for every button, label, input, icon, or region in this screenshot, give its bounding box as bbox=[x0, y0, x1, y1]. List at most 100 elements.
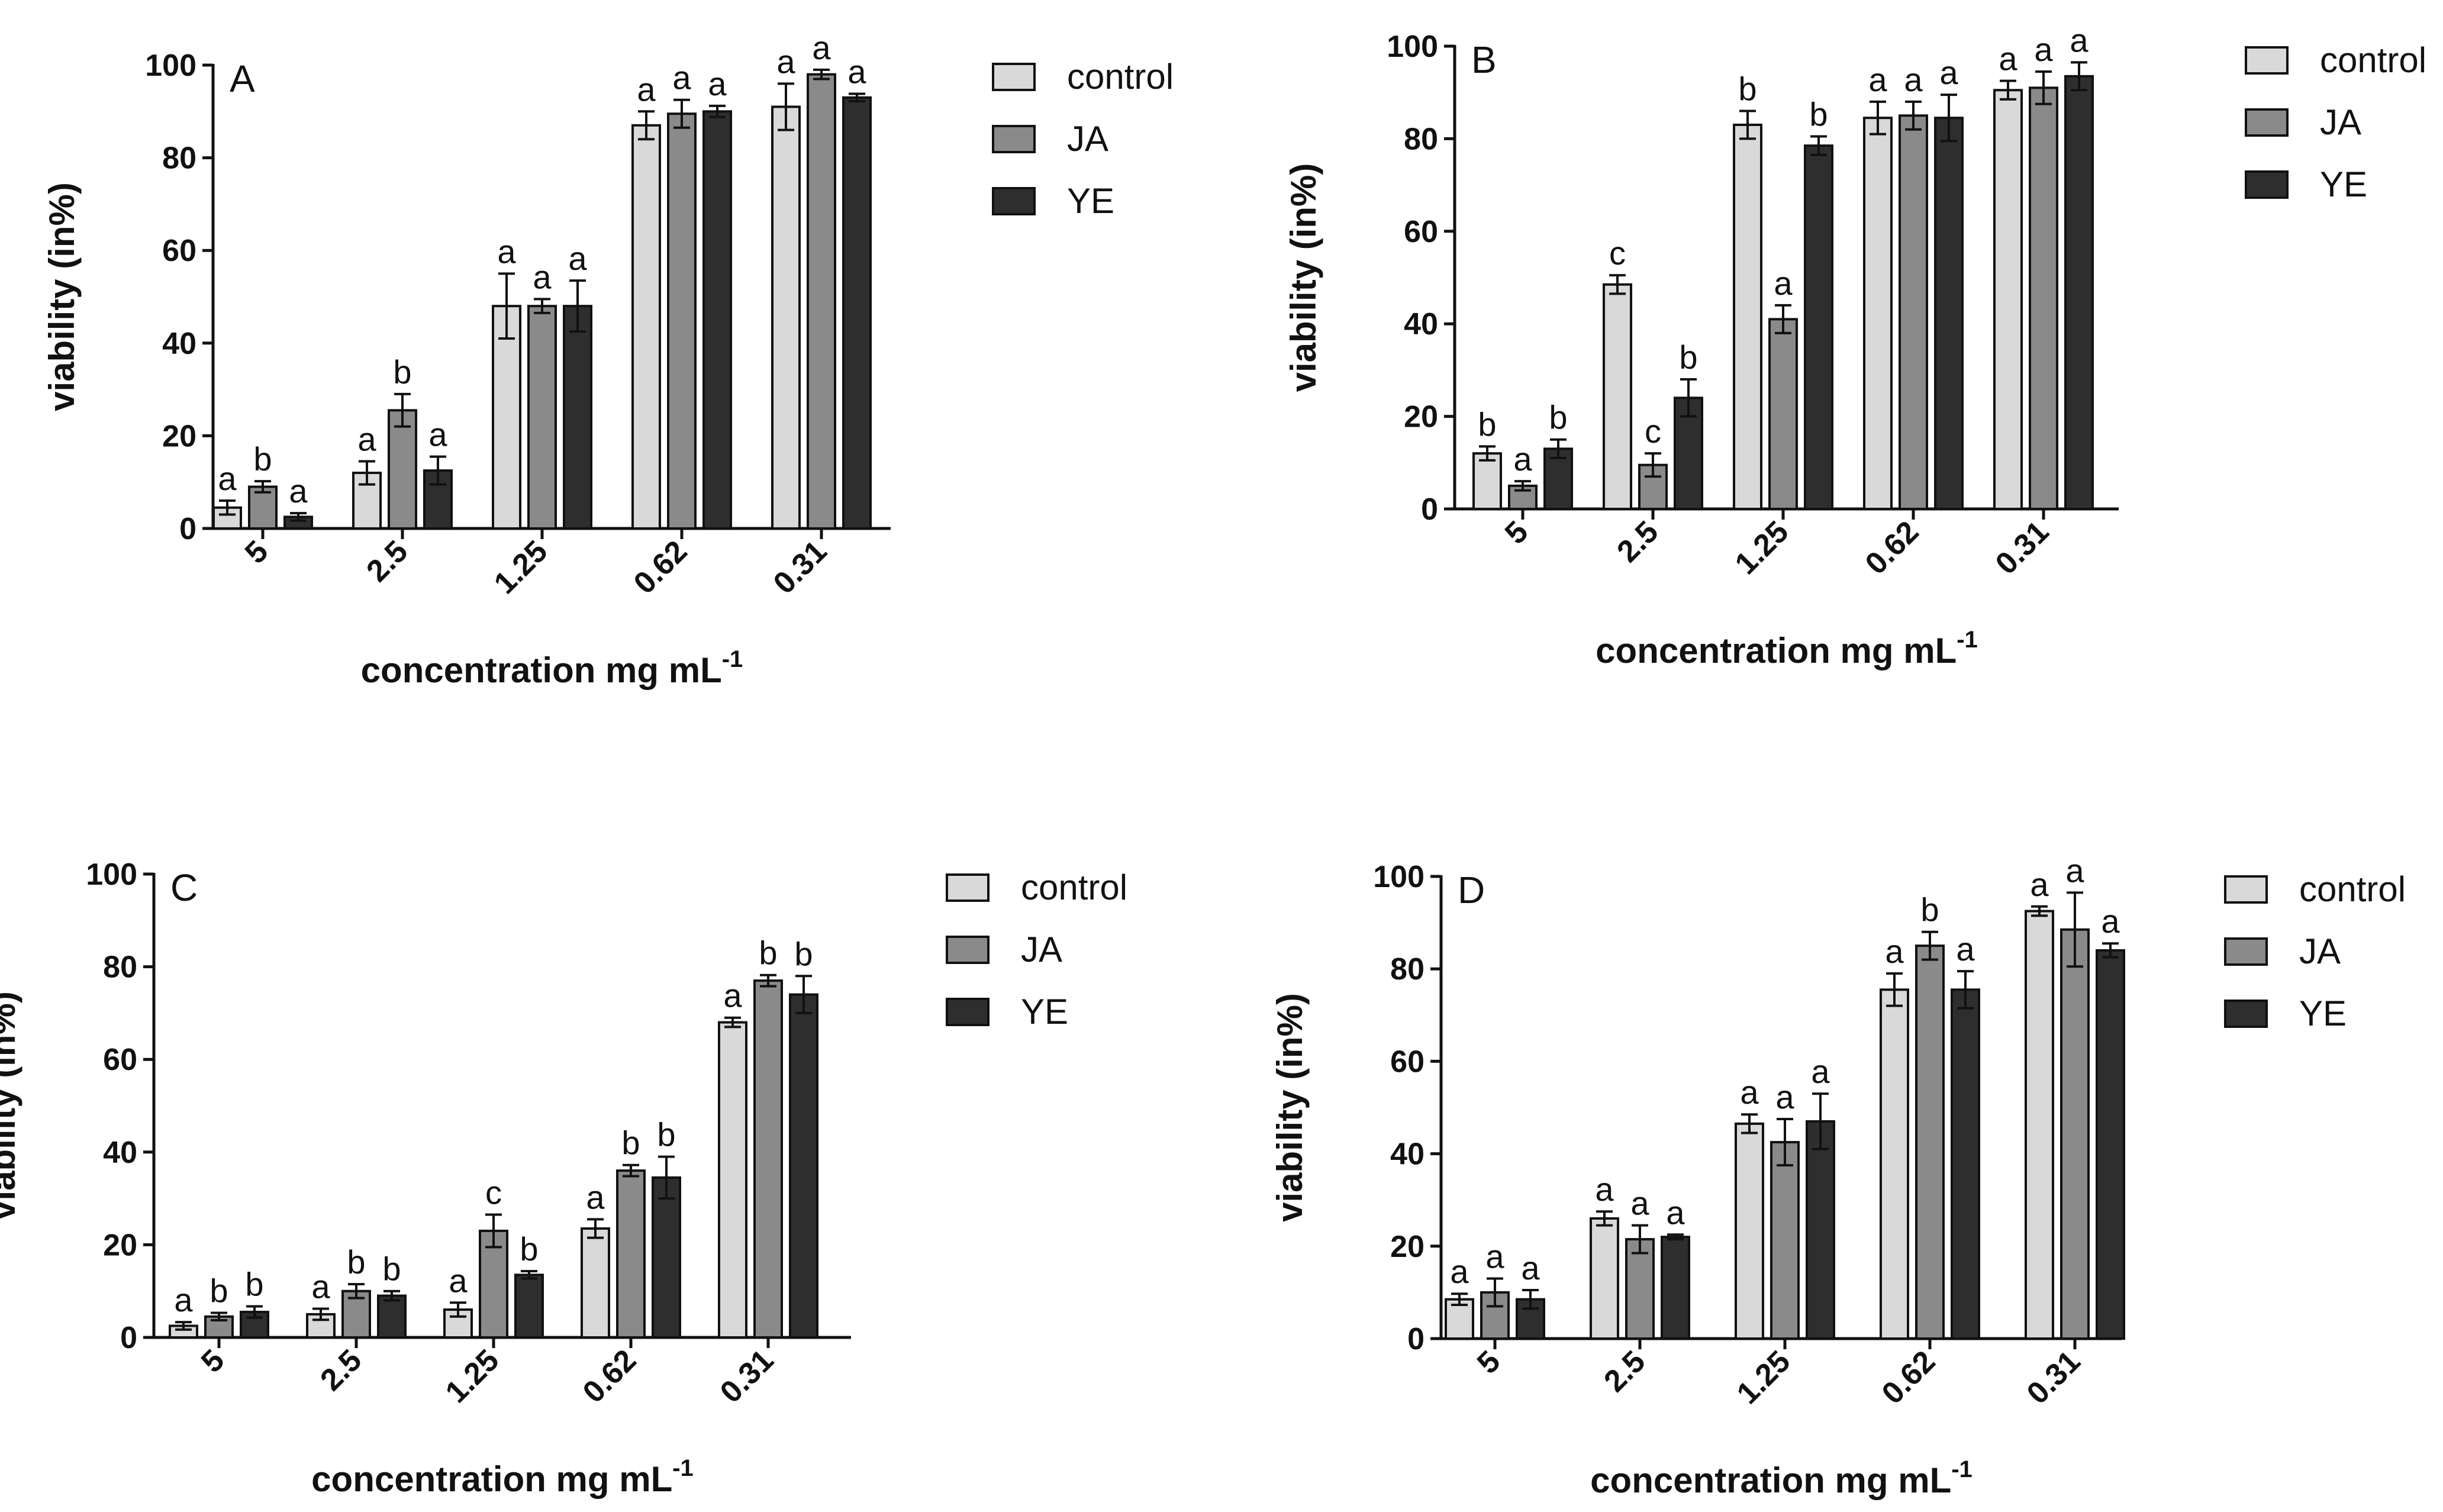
legend-swatch-ye bbox=[2224, 1000, 2268, 1028]
significance-letter: b bbox=[794, 935, 813, 972]
significance-letter: a bbox=[311, 1268, 330, 1305]
bar-control bbox=[718, 1021, 747, 1339]
significance-letter: a bbox=[1513, 440, 1532, 478]
significance-letter: a bbox=[449, 1262, 468, 1299]
bar-control bbox=[771, 105, 801, 530]
bar-ja bbox=[2029, 86, 2058, 510]
legend-swatch-control bbox=[992, 63, 1036, 91]
x-tick-label: 2.5 bbox=[1597, 1344, 1652, 1398]
legend-label: JA bbox=[1021, 930, 1062, 969]
x-axis-title-superscript: -1 bbox=[722, 646, 743, 672]
y-tick-label: 80 bbox=[103, 950, 137, 985]
x-axis-title-text: concentration mg mL bbox=[1596, 631, 1957, 670]
legend-swatch-control bbox=[2224, 875, 2268, 904]
x-axis-title-superscript: -1 bbox=[672, 1455, 694, 1481]
bar-ye bbox=[702, 110, 732, 530]
x-tick-label: 1.25 bbox=[439, 1343, 506, 1410]
bar-ye bbox=[377, 1294, 407, 1339]
significance-letter: c bbox=[1645, 412, 1661, 450]
legend-swatch-ye bbox=[992, 187, 1036, 215]
legend-label: JA bbox=[2320, 102, 2361, 142]
significance-letter: c bbox=[1609, 234, 1626, 272]
bar-ye bbox=[842, 96, 872, 530]
y-tick-label: 0 bbox=[120, 1321, 137, 1355]
x-tick-label: 1.25 bbox=[488, 534, 555, 601]
y-tick-label: 80 bbox=[162, 141, 196, 176]
legend-swatch-ja bbox=[2245, 108, 2289, 137]
bar-ye bbox=[1951, 988, 1980, 1340]
significance-letter: a bbox=[1630, 1185, 1649, 1222]
bar-ja bbox=[1915, 944, 1945, 1340]
bar-ye bbox=[1661, 1236, 1690, 1340]
x-axis-title-text: concentration mg mL bbox=[361, 650, 722, 690]
significance-letter: a bbox=[357, 420, 376, 457]
bar-control bbox=[1603, 283, 1632, 510]
significance-letter: a bbox=[497, 233, 516, 270]
x-axis-title: concentration mg mL-1 bbox=[1590, 1456, 1973, 1500]
y-tick-label: 100 bbox=[86, 857, 137, 892]
y-axis-title: viability (in%) bbox=[42, 182, 82, 411]
legend-label: control bbox=[2299, 869, 2406, 909]
bar-control bbox=[1472, 452, 1502, 510]
bar-control bbox=[1993, 89, 2023, 511]
significance-letter: b bbox=[1809, 95, 1828, 133]
significance-letter: a bbox=[812, 29, 831, 66]
bar-ye bbox=[1543, 447, 1573, 511]
bar-control bbox=[1735, 1122, 1764, 1340]
x-tick-label: 5 bbox=[1498, 514, 1535, 550]
significance-letter: a bbox=[289, 472, 308, 510]
legend-swatch-ye bbox=[2245, 170, 2289, 199]
x-axis-title-superscript: -1 bbox=[1951, 1456, 1973, 1482]
y-tick-label: 60 bbox=[1404, 215, 1438, 249]
bar-ja bbox=[807, 73, 836, 530]
significance-letter: a bbox=[2065, 852, 2084, 889]
significance-letter: a bbox=[1811, 1053, 1830, 1090]
significance-letter: b bbox=[1920, 891, 1939, 929]
bar-control bbox=[581, 1227, 610, 1339]
bar-ye bbox=[1804, 144, 1833, 510]
bar-ye bbox=[1674, 396, 1703, 510]
x-tick-label: 2.5 bbox=[360, 534, 414, 588]
panel-label: C bbox=[170, 866, 198, 909]
significance-letter: b bbox=[382, 1250, 401, 1288]
legend-label: control bbox=[1067, 57, 1174, 96]
y-axis-title: viability (in%) bbox=[1270, 993, 1310, 1222]
significance-letter: b bbox=[657, 1116, 675, 1153]
x-axis-title: concentration mg mL-1 bbox=[361, 646, 743, 690]
y-axis-title: viability (in%) bbox=[0, 991, 22, 1220]
x-tick-label: 2.5 bbox=[1610, 514, 1665, 569]
y-tick-label: 20 bbox=[1404, 400, 1438, 434]
y-tick-label: 40 bbox=[1390, 1137, 1424, 1172]
bar-ye bbox=[652, 1176, 681, 1339]
legend-label: YE bbox=[2299, 994, 2347, 1033]
significance-letter: b bbox=[347, 1243, 365, 1281]
bar-ja bbox=[1899, 114, 1928, 511]
y-tick-label: 80 bbox=[1404, 122, 1438, 156]
significance-letter: b bbox=[520, 1230, 538, 1268]
bar-ye bbox=[789, 993, 818, 1339]
significance-letter: a bbox=[1999, 40, 2017, 78]
y-tick-label: 0 bbox=[1421, 492, 1438, 527]
significance-letter: c bbox=[485, 1174, 502, 1211]
x-axis-title-superscript: -1 bbox=[1957, 627, 1978, 653]
significance-letter: b bbox=[1679, 338, 1697, 376]
significance-letter: a bbox=[1595, 1171, 1614, 1208]
y-tick-label: 60 bbox=[103, 1043, 137, 1077]
significance-letter: a bbox=[1485, 1237, 1504, 1275]
bar-ye bbox=[2096, 949, 2125, 1340]
significance-letter: a bbox=[1521, 1249, 1540, 1287]
legend-swatch-control bbox=[946, 873, 990, 902]
bar-ja bbox=[1768, 318, 1798, 510]
bar-ja bbox=[667, 112, 697, 530]
significance-letter: a bbox=[708, 65, 727, 102]
x-tick-label: 2.5 bbox=[314, 1343, 368, 1397]
y-tick-label: 100 bbox=[145, 49, 196, 83]
significance-letter: a bbox=[218, 460, 237, 497]
legend: control JA YE bbox=[946, 868, 1127, 1031]
y-tick-label: 20 bbox=[103, 1228, 137, 1262]
legend-label: YE bbox=[1067, 181, 1114, 221]
y-tick-label: 60 bbox=[1390, 1044, 1424, 1079]
x-tick-label: 5 bbox=[195, 1343, 231, 1379]
x-axis-title-text: concentration mg mL bbox=[311, 1459, 672, 1499]
